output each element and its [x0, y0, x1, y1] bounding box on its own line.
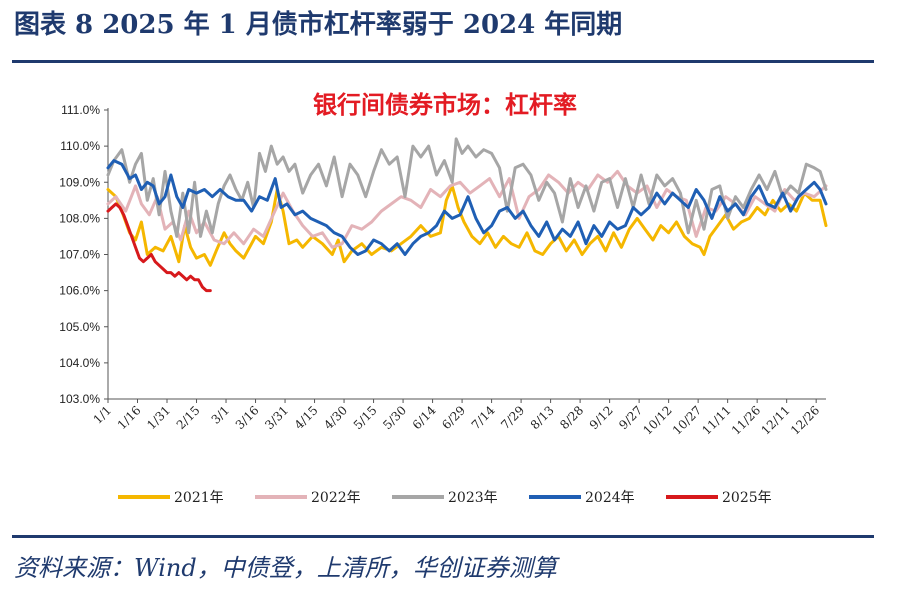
x-tick-label: 1/1 [91, 403, 115, 427]
legend-label: 2024年 [585, 490, 635, 506]
series-line-2025年 [106, 202, 212, 293]
x-tick-label: 11/11 [699, 403, 733, 437]
legend-label: 2022年 [311, 490, 361, 506]
x-tick-label: 7/29 [498, 403, 527, 432]
y-tick-label: 106.0% [59, 284, 100, 298]
x-tick-label: 4/30 [321, 403, 350, 432]
x-tick-label: 9/12 [587, 403, 616, 432]
x-tick-label: 3/1 [209, 403, 233, 427]
x-tick-label: 6/14 [410, 403, 439, 432]
series-line-2024年 [106, 159, 828, 256]
bottom-rule [12, 535, 874, 538]
x-tick-label: 10/12 [640, 403, 674, 437]
legend-label: 2021年 [174, 490, 224, 506]
y-tick-label: 111.0% [61, 103, 100, 117]
y-tick-label: 103.0% [59, 392, 100, 406]
x-tick-label: 8/13 [528, 403, 557, 432]
legend-label: 2023年 [448, 490, 498, 506]
x-tick-label: 12/11 [758, 403, 792, 437]
top-rule [12, 60, 874, 63]
chart-title: 银行间债券市场：杠杆率 [313, 90, 577, 119]
x-tick-label: 10/27 [670, 403, 704, 437]
x-tick-label: 1/31 [144, 403, 173, 432]
x-tick-label: 2/15 [174, 403, 203, 432]
x-tick-label: 6/29 [439, 403, 468, 432]
x-tick-label: 8/28 [557, 403, 586, 432]
x-tick-label: 12/26 [788, 403, 822, 437]
series-lines [106, 137, 828, 293]
y-tick-label: 108.0% [59, 211, 100, 225]
legend-label: 2025年 [722, 490, 772, 506]
x-tick-labels: 1/1 1/16 1/31 2/15 3/1 3/16 3/31 4/15 4/30 5/15 5/… [91, 403, 823, 438]
y-tick-labels: 103.0% 104.0% 105.0% 106.0% 107.0% 108.0% 109.… [59, 103, 100, 406]
axes [104, 108, 826, 403]
x-tick-label: 1/16 [115, 403, 144, 432]
series-line-2023年 [106, 137, 828, 238]
x-tick-label: 3/31 [262, 403, 291, 432]
figure-title: 图表 8 2025 年 1 月债市杠杆率弱于 2024 年同期 [14, 10, 623, 40]
y-tick-label: 107.0% [59, 248, 100, 262]
source-note: 资料来源：Wind，中债登，上清所，华创证券测算 [14, 554, 557, 582]
x-tick-label: 5/30 [380, 403, 409, 432]
legend: 2021年 2022年 2023年 2024年 2025年 [118, 490, 772, 506]
y-tick-label: 110.0% [60, 139, 100, 153]
y-tick-label: 104.0% [59, 356, 100, 370]
y-tick-label: 109.0% [59, 175, 100, 189]
x-tick-label: 7/14 [469, 403, 498, 432]
y-tick-label: 105.0% [59, 320, 100, 334]
x-tick-label: 11/26 [729, 403, 763, 437]
x-tick-label: 5/15 [351, 403, 380, 432]
x-tick-label: 3/16 [233, 403, 262, 432]
x-tick-label: 4/15 [292, 403, 321, 432]
